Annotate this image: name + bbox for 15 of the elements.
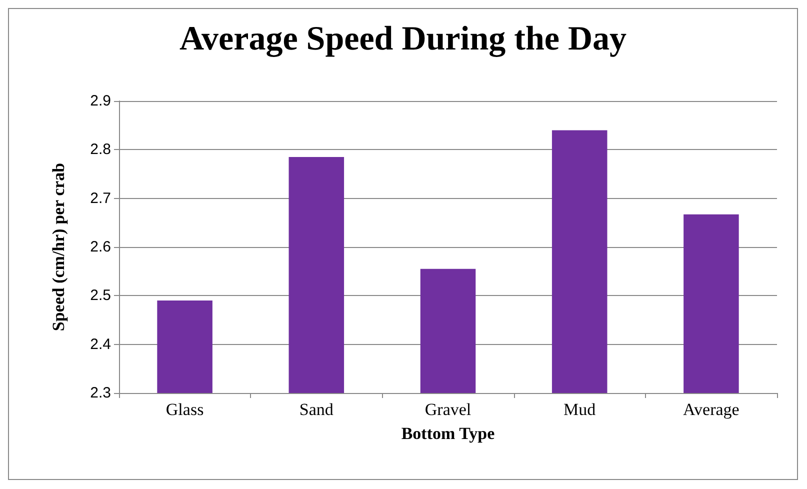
x-tick-label: Glass [166,400,204,419]
y-tick-label: 2.8 [90,141,111,158]
y-tick-label: 2.4 [90,336,111,353]
x-tick-label: Average [683,400,740,419]
y-tick-label: 2.9 [90,92,111,110]
y-axis-title: Speed (cm/hr) per crab [49,162,68,332]
x-tick-label: Gravel [424,400,472,419]
x-tick-label: Mud [564,400,596,419]
y-tick-label: 2.5 [90,287,111,304]
x-tick-label: Sand [299,400,334,419]
x-axis-title: Bottom Type [401,424,496,443]
y-tick-label: 2.7 [90,190,111,207]
y-tick-label: 2.3 [90,384,111,402]
chart-title: Average Speed During the Day [180,20,626,58]
y-tick-label: 2.6 [90,238,111,256]
